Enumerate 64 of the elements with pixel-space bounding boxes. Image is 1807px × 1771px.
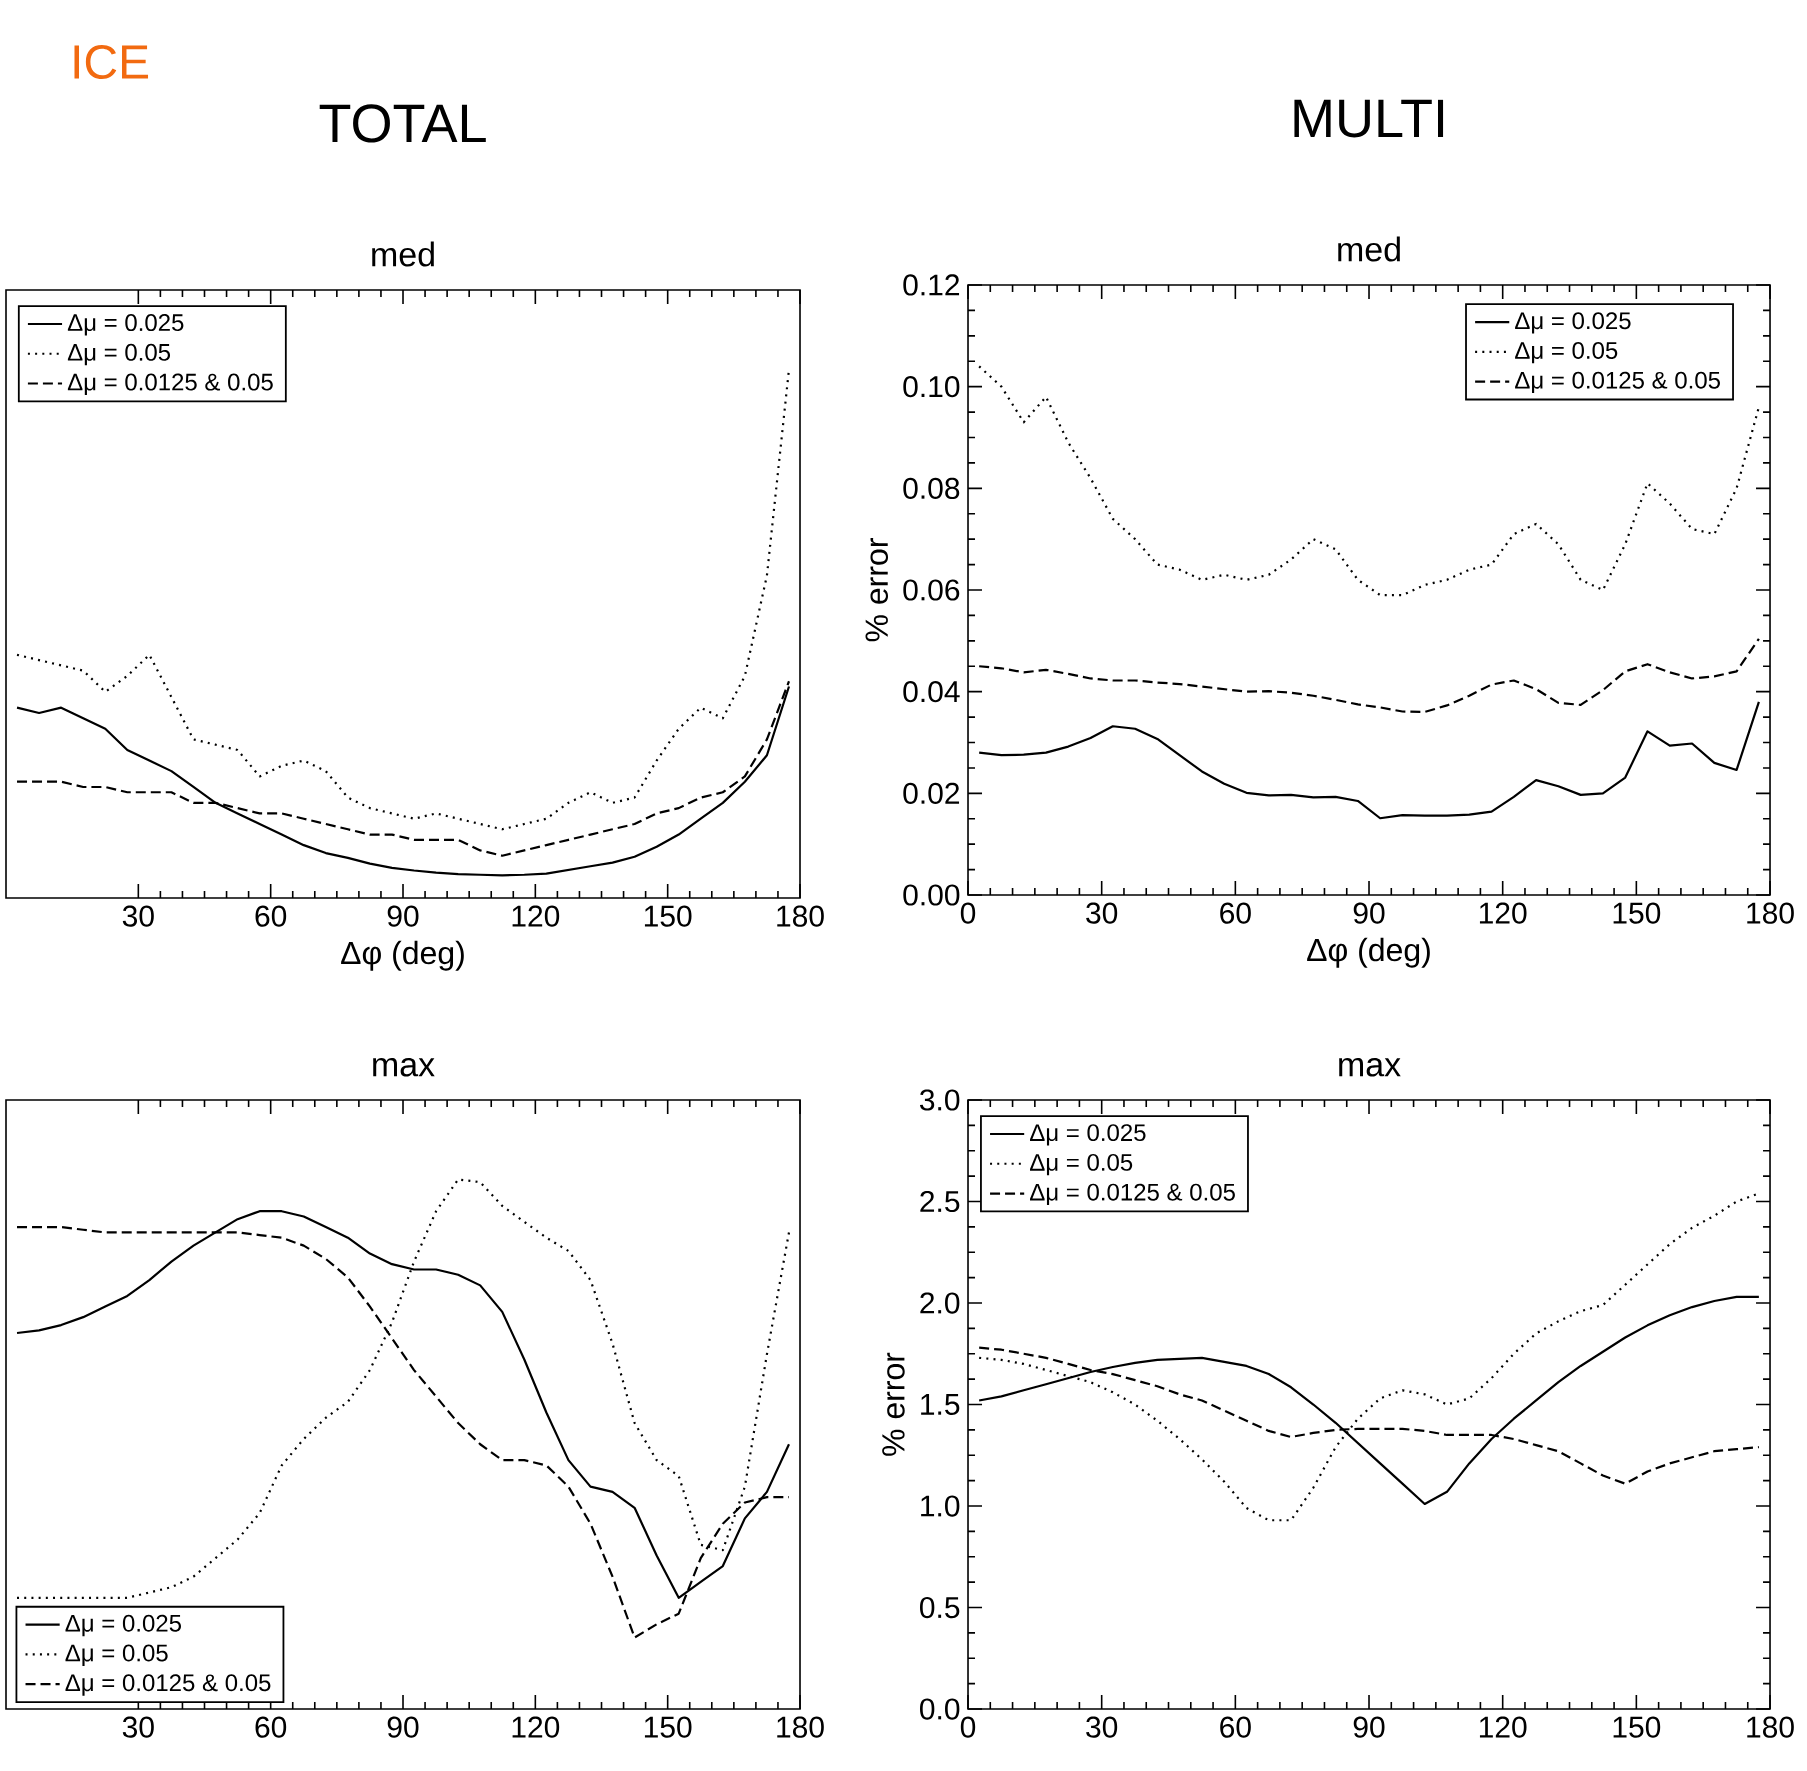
legend-label: Δμ = 0.0125 & 0.05 (67, 373, 273, 395)
legend-label: Δμ = 0.0125 & 0.05 (1515, 371, 1720, 394)
y-tick-label: 0.06 (903, 579, 960, 601)
y-tick-label: 0.08 (903, 477, 960, 499)
x-tick-label: 30 (1086, 1716, 1118, 1738)
chart-title: MULTI (1294, 99, 1444, 138)
x-tick-label: 90 (387, 1716, 419, 1738)
chart-subtitle: med (372, 241, 434, 267)
y-tick-label: 1.0 (921, 1495, 960, 1517)
legend-label: Δμ = 0.05 (65, 1644, 168, 1666)
legend-label: Δμ = 0.025 (1515, 312, 1631, 334)
y-tick-label: 0.02 (903, 782, 960, 804)
y-axis-title: % error (865, 538, 889, 642)
y-tick-label: 0.04 (903, 681, 960, 703)
x-tick-label: 60 (1220, 1716, 1251, 1738)
y-axis-title: % error (882, 1352, 905, 1456)
x-tick-label: 180 (1747, 902, 1794, 924)
chart-subtitle: med (1338, 236, 1400, 262)
chart-title: max (373, 1057, 435, 1077)
x-tick-label: 60 (1220, 902, 1251, 924)
legend-label: Δμ = 0.0125 & 0.05 (65, 1674, 271, 1696)
x-tick-label: 120 (1479, 902, 1527, 924)
x-tick-label: 150 (644, 905, 692, 927)
y-tick-label: 0.5 (920, 1596, 960, 1619)
y-tick-label: 0.0 (920, 1698, 960, 1720)
x-tick-label: 0 (960, 902, 976, 924)
y-tick-label: 3.0 (919, 1089, 960, 1111)
line-series (978, 365, 1760, 597)
x-tick-label: 30 (122, 905, 154, 927)
x-axis-title: Δφ (deg) (1307, 937, 1430, 968)
x-tick-label: 30 (1086, 902, 1118, 924)
x-axis-title: Δφ (deg) (341, 940, 464, 971)
x-tick-label: 120 (512, 905, 560, 927)
x-tick-label: 90 (1353, 902, 1385, 924)
x-tick-label: 150 (644, 1716, 692, 1738)
y-tick-label: 0.12 (903, 274, 960, 296)
legend-label: Δμ = 0.025 (65, 1614, 181, 1637)
x-tick-label: 180 (777, 1716, 824, 1738)
x-tick-label: 150 (1613, 902, 1661, 924)
x-tick-label: 120 (512, 1716, 560, 1738)
x-tick-label: 180 (777, 905, 824, 927)
x-tick-label: 180 (1747, 1716, 1794, 1738)
legend-label: Δμ = 0.05 (1030, 1153, 1133, 1176)
x-tick-label: 0 (960, 1716, 976, 1738)
x-tick-label: 120 (1479, 1716, 1527, 1738)
chart-title: max (1339, 1057, 1401, 1077)
chart-title: TOTAL (319, 104, 486, 143)
y-tick-label: 0.00 (903, 884, 960, 906)
legend-label: Δμ = 0.05 (67, 343, 171, 366)
y-tick-label: 2.5 (920, 1190, 960, 1213)
y-tick-label: 0.10 (903, 376, 960, 398)
legend-label: Δμ = 0.0125 & 0.05 (1030, 1183, 1235, 1206)
x-tick-label: 90 (1353, 1716, 1385, 1738)
legend-label: Δμ = 0.025 (1030, 1124, 1146, 1146)
x-tick-label: 90 (387, 905, 419, 927)
y-tick-label: 1.5 (921, 1394, 960, 1415)
legend-label: Δμ = 0.025 (67, 314, 184, 336)
x-tick-label: 150 (1613, 1716, 1661, 1738)
legend-label: Δμ = 0.05 (1515, 341, 1618, 364)
text: ICE (74, 45, 149, 79)
y-tick-label: 2.0 (920, 1292, 960, 1314)
x-tick-label: 60 (255, 1716, 287, 1738)
x-tick-label: 30 (122, 1716, 154, 1738)
x-tick-label: 60 (255, 905, 287, 927)
